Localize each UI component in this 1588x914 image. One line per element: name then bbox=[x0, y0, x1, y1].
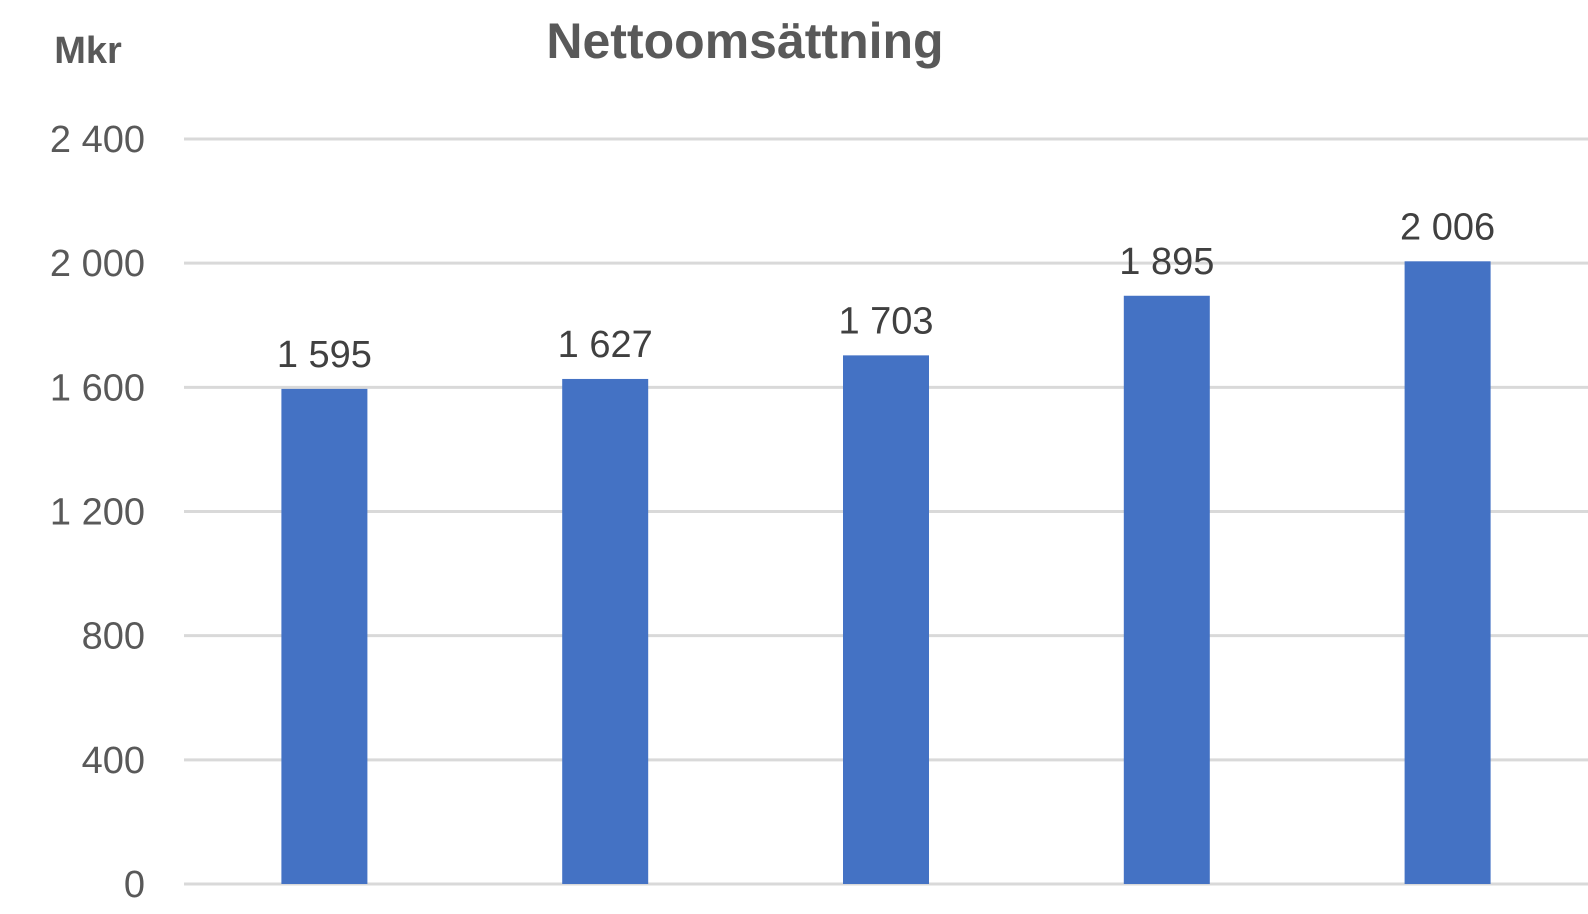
y-axis-tick-labels: 0 400 800 1 200 1 600 2 000 2 400 bbox=[50, 119, 145, 906]
bar-value-label: 1 627 bbox=[558, 324, 653, 366]
y-tick-label: 2 000 bbox=[50, 243, 145, 285]
bar bbox=[562, 378, 649, 884]
y-tick-label: 1 200 bbox=[50, 492, 145, 534]
y-tick-label: 1 600 bbox=[50, 367, 145, 409]
bar-value-label: 1 595 bbox=[277, 334, 372, 376]
y-tick-label: 800 bbox=[82, 616, 145, 658]
bar bbox=[281, 388, 368, 884]
bars bbox=[281, 261, 1491, 885]
chart-title: Nettoomsättning bbox=[546, 13, 943, 69]
bar-value-label: 1 895 bbox=[1119, 241, 1214, 283]
data-labels: 1 595 1 627 1 703 1 895 2 006 bbox=[277, 206, 1495, 376]
y-tick-label: 400 bbox=[82, 740, 145, 782]
y-tick-label: 0 bbox=[124, 864, 145, 906]
bar bbox=[1404, 261, 1491, 884]
bar bbox=[1123, 295, 1210, 885]
bar bbox=[843, 355, 929, 884]
bar-value-label: 1 703 bbox=[838, 300, 933, 342]
y-tick-label: 2 400 bbox=[50, 119, 145, 161]
bar-value-label: 2 006 bbox=[1400, 206, 1495, 248]
y-axis-unit-label: Mkr bbox=[54, 30, 122, 72]
